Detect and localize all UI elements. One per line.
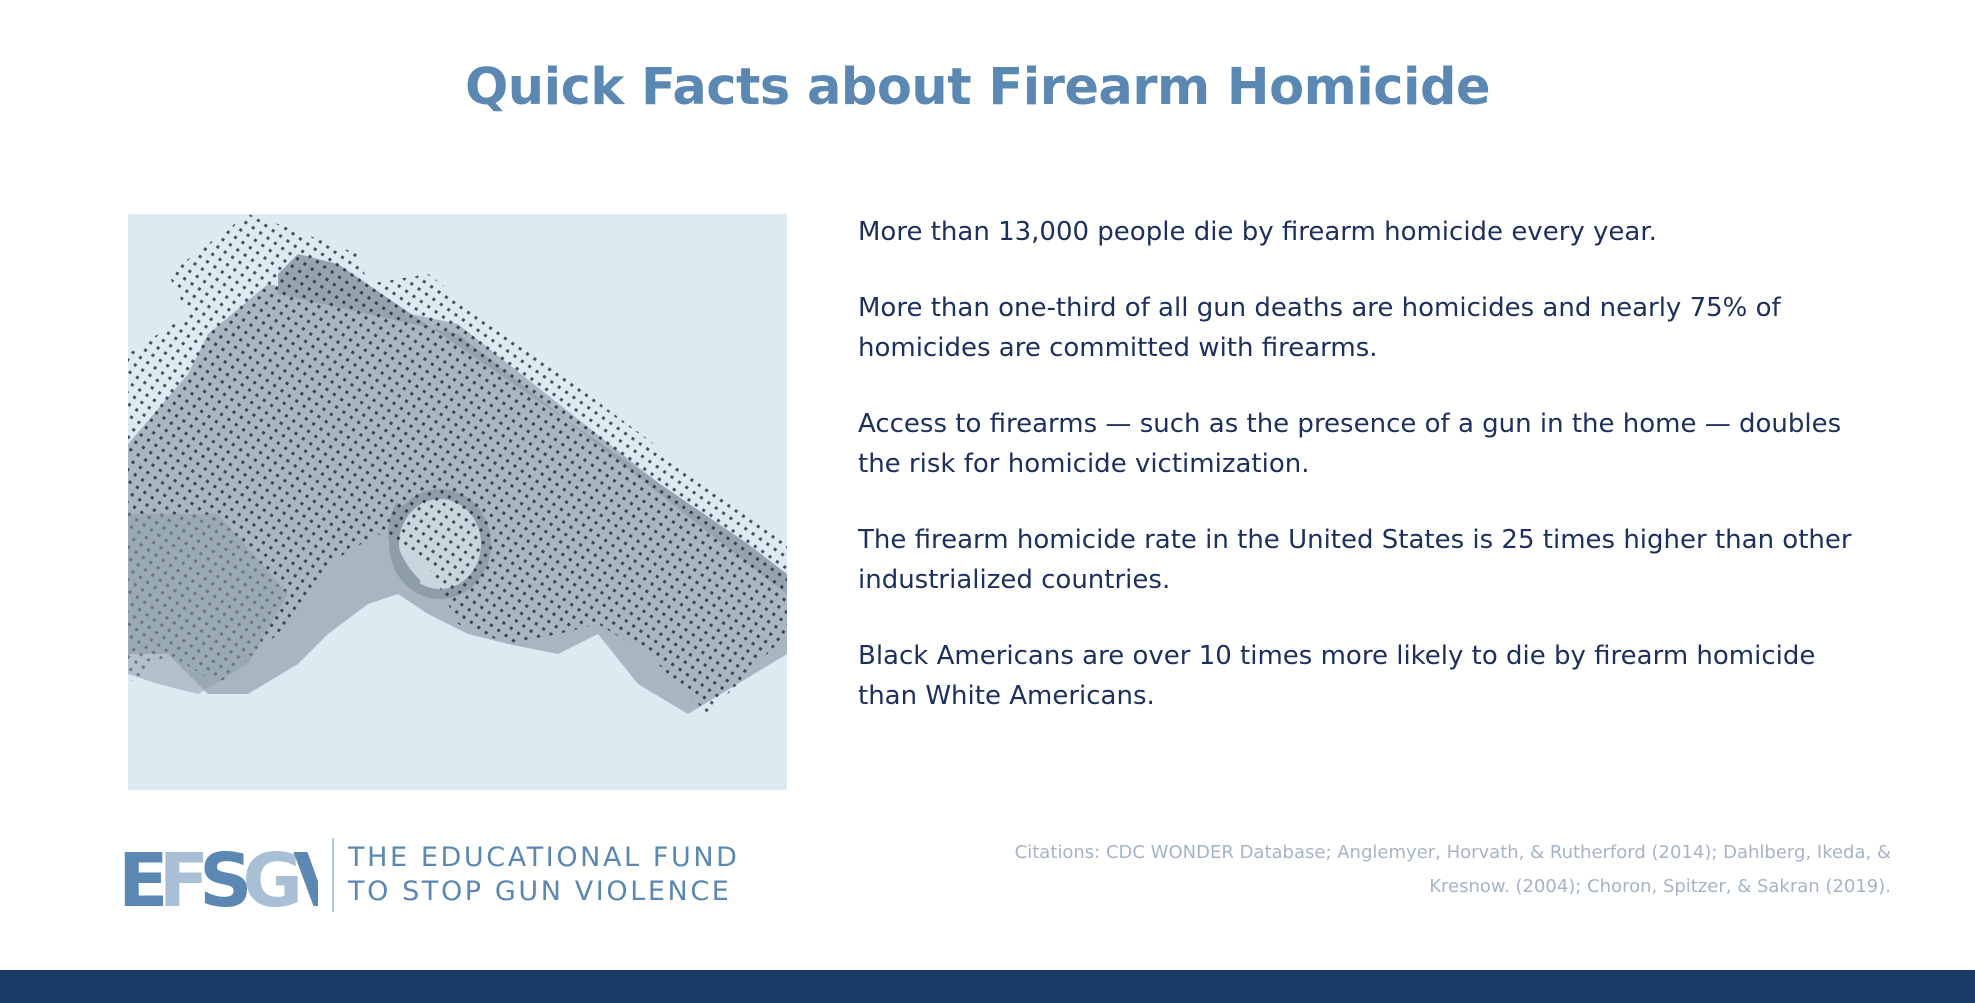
handgun-illustration <box>128 214 787 790</box>
handgun-icon <box>128 214 787 714</box>
fact-item: The firearm homicide rate in the United … <box>858 525 1852 595</box>
efsgv-logo-letters: EFSGV <box>118 838 318 912</box>
organization-name: THE EDUCATIONAL FUND TO STOP GUN VIOLENC… <box>348 841 740 909</box>
fact-item: Black Americans are over 10 times more l… <box>858 641 1816 711</box>
efsgv-logo: EFSGV THE EDUCATIONAL FUND TO STOP GUN V… <box>118 838 740 912</box>
footer-bar <box>0 970 1975 1003</box>
fact-item: More than one-third of all gun deaths ar… <box>858 293 1781 363</box>
organization-name-line-2: TO STOP GUN VIOLENCE <box>348 876 732 907</box>
logo-divider <box>332 838 334 912</box>
facts-list: More than 13,000 people die by firearm h… <box>858 212 1868 752</box>
organization-name-line-1: THE EDUCATIONAL FUND <box>348 842 740 873</box>
fact-item: Access to firearms — such as the presenc… <box>858 409 1842 479</box>
efsgv-logo-mark: EFSGV <box>118 838 318 912</box>
fact-item: More than 13,000 people die by firearm h… <box>858 217 1657 247</box>
citations: Citations: CDC WONDER Database; Anglemye… <box>1014 842 1891 897</box>
page-title: Quick Facts about Firearm Homicide <box>464 58 1491 117</box>
